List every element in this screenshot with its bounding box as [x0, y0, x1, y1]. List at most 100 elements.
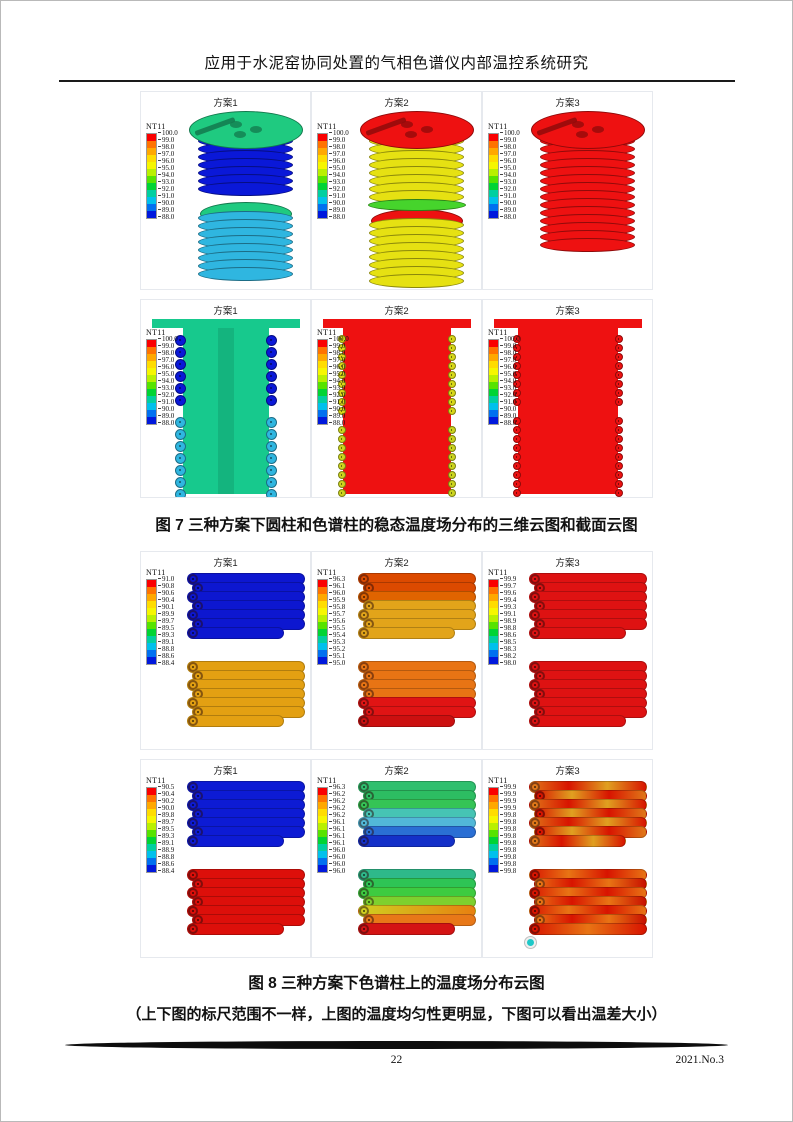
- disk-hole: [571, 121, 584, 129]
- legend-tick-value: 99.1: [500, 611, 516, 618]
- legend-tick-value: 88.8: [158, 854, 174, 861]
- legend-title: NT11: [317, 122, 337, 131]
- legend-colorbar: 100.0 99.0 98.0 97.0 96.0 95.0 94.0 93.0 92.0 91.…: [146, 336, 184, 427]
- legend-tick-value: 98.5: [500, 639, 516, 646]
- legend-color-band: [147, 594, 156, 601]
- legend-color-band: [318, 183, 327, 190]
- coil-dots-right: [614, 335, 623, 407]
- legend-color-band: [318, 816, 327, 823]
- tube-end-cap: [359, 924, 369, 934]
- coil-cross-dot: [337, 453, 346, 461]
- coil-cross-dot: [265, 359, 277, 370]
- coil-dots-right: [265, 335, 277, 407]
- legend-title: NT11: [146, 568, 166, 577]
- legend-tick-value: 88.4: [158, 868, 174, 875]
- legend-tick-value: 91.0: [500, 193, 516, 200]
- legend-color-band: [318, 141, 327, 148]
- coil-cross-dot: [512, 489, 521, 497]
- legend-color-band: [318, 389, 327, 396]
- coil-cross-dot: [265, 383, 277, 394]
- scheme-label: 方案2: [384, 766, 409, 777]
- legend-tick-value: 99.9: [500, 798, 516, 805]
- coil-cross-dot: [614, 389, 623, 397]
- disk-hole: [591, 126, 604, 134]
- legend-tick-value: 92.0: [158, 186, 174, 193]
- legend-color-band: [489, 809, 498, 816]
- coil-cross-dot: [614, 426, 623, 434]
- coil-cross-dot: [265, 417, 277, 428]
- coil-ring: [198, 267, 293, 281]
- legend-tick-value: 99.3: [500, 604, 516, 611]
- legend-tick-value: 99.8: [500, 847, 516, 854]
- coil-cross-dot: [447, 362, 456, 370]
- upper-coil: [187, 573, 305, 639]
- legend-color-band: [489, 396, 498, 403]
- legend-tick-value: 95.5: [329, 625, 345, 632]
- tube-end-cap: [530, 836, 540, 846]
- legend-color-band: [318, 830, 327, 837]
- legend-tick-value: 93.0: [158, 179, 174, 186]
- legend-color-band: [147, 211, 156, 218]
- scheme-label: 方案1: [213, 766, 238, 777]
- legend-tick-value: 89.7: [158, 819, 174, 826]
- legend-tick-value: 98.0: [158, 144, 174, 151]
- legend-tick-value: 99.0: [500, 343, 516, 350]
- legend-tick-value: 88.0: [158, 420, 174, 427]
- legend-tick-value: 97.0: [500, 151, 516, 158]
- nt11-legend: NT11 100.0 99.0 98.0 97.0 96.0 95.0 94.0 93.0 92.…: [317, 122, 355, 221]
- legend-tick-value: 89.0: [158, 207, 174, 214]
- legend-color-band: [147, 183, 156, 190]
- legend-color-bands: [488, 133, 499, 219]
- coil-cross-dot: [512, 480, 521, 488]
- figure7-section-row: 方案1 NT11 100.0 99.0 98.0 97.0 96.0 95.0 94.0 93.0…: [1, 299, 792, 498]
- coil-cross-dot: [265, 395, 277, 406]
- legend-tick-value: 99.7: [500, 583, 516, 590]
- legend-tick-value: 88.0: [500, 214, 516, 221]
- legend-title: NT11: [146, 122, 166, 131]
- legend-colorbar: 96.3 96.1 96.0 95.9 95.8 95.7 95.6 95.5 95.4 95.3…: [317, 576, 355, 667]
- legend-tick-value: 89.0: [500, 207, 516, 214]
- legend-color-band: [318, 622, 327, 629]
- figure7-3d-panel: 方案3 NT11 100.0 99.0 98.0 97.0 96.0 95.0 94.0 93.0…: [482, 91, 653, 290]
- upper-coil: [358, 781, 476, 847]
- legend-color-band: [147, 368, 156, 375]
- disk-notch: [193, 116, 236, 136]
- legend-tick-value: 100.0: [500, 336, 520, 343]
- legend-tick-value: 96.1: [329, 583, 345, 590]
- legend-tick-value: 96.1: [329, 826, 345, 833]
- legend-tick-value: 96.2: [329, 791, 345, 798]
- legend-tick-value: 99.8: [500, 840, 516, 847]
- legend-color-bands: [488, 787, 499, 873]
- legend-color-band: [318, 190, 327, 197]
- legend-color-band: [318, 197, 327, 204]
- coil-dots-left: [337, 426, 346, 497]
- legend-tick-value: 99.8: [500, 812, 516, 819]
- legend-tick-value: 88.0: [329, 420, 345, 427]
- legend-colorbar: 90.5 90.4 90.2 90.0 89.8 89.7 89.5 89.3 89.1 88.9…: [146, 784, 184, 875]
- footer-rule: [65, 1041, 728, 1049]
- coil-cross-dot: [447, 489, 456, 497]
- legend-color-bands: [317, 339, 328, 425]
- scheme-label: 方案3: [555, 98, 580, 109]
- coil-tube: [529, 627, 626, 639]
- coil-cross-dot: [174, 477, 186, 488]
- tube-end-cap: [359, 836, 369, 846]
- coil-views: [187, 777, 310, 935]
- legend-color-band: [318, 162, 327, 169]
- legend-tick-value: 95.0: [329, 660, 345, 667]
- legend-tick-value: 99.8: [500, 833, 516, 840]
- legend-color-bands: [146, 579, 157, 665]
- coil-cross-dot: [512, 471, 521, 479]
- nt11-legend: NT11 96.3 96.1 96.0 95.9 95.8 95.7 95.6 95.5 95.4…: [317, 568, 355, 667]
- coil-cross-dot: [265, 371, 277, 382]
- legend-color-band: [147, 382, 156, 389]
- legend-tick-labels: 99.9 99.7 99.6 99.4 99.3 99.1 98.9 98.8 98.6 98.5…: [500, 576, 526, 667]
- legend-color-band: [147, 148, 156, 155]
- legend-tick-value: 91.0: [329, 193, 345, 200]
- coil-tube: [358, 923, 455, 935]
- legend-color-band: [489, 788, 498, 795]
- coil-cross-dot: [447, 407, 456, 415]
- legend-color-band: [489, 816, 498, 823]
- nt11-legend: NT11 100.0 99.0 98.0 97.0 96.0 95.0 94.0 93.0 92.…: [317, 328, 355, 427]
- legend-color-band: [147, 340, 156, 347]
